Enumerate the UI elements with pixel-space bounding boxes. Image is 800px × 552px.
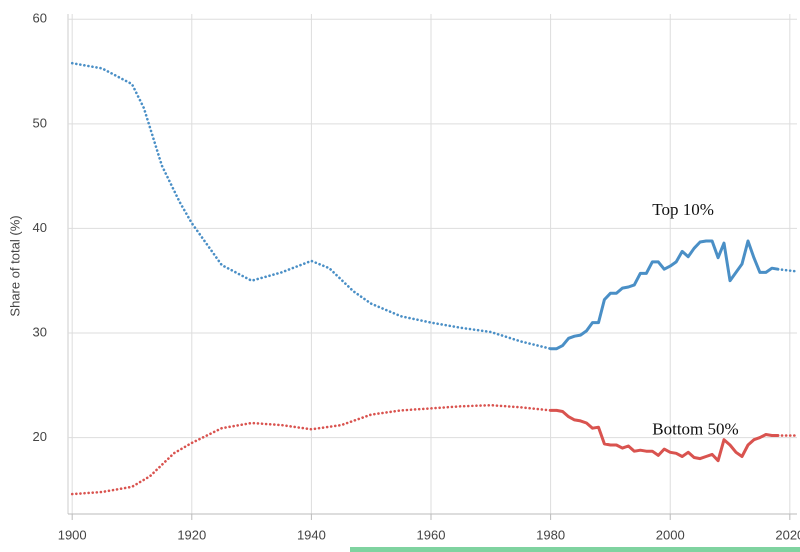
y-tick-label: 50 xyxy=(33,115,47,130)
x-tick-label: 1960 xyxy=(417,527,446,542)
x-tick-label: 1980 xyxy=(536,527,565,542)
y-tick-label: 30 xyxy=(33,324,47,339)
series-line xyxy=(549,408,780,463)
x-tick-label: 1940 xyxy=(297,527,326,542)
x-tick-label: 2020 xyxy=(775,527,800,542)
range-slider[interactable] xyxy=(350,547,800,552)
x-tick-label: 2000 xyxy=(656,527,685,542)
y-tick-label: 60 xyxy=(33,11,47,26)
series-line xyxy=(70,403,798,496)
y-axis-label: Share of total (%) xyxy=(7,215,22,316)
y-tick-label: 40 xyxy=(33,220,47,235)
series-line xyxy=(70,61,798,350)
series-annotation: Top 10% xyxy=(652,200,714,219)
series-line xyxy=(549,239,780,351)
series-annotation: Bottom 50% xyxy=(652,419,738,438)
x-tick-label: 1900 xyxy=(58,527,87,542)
x-tick-label: 1920 xyxy=(177,527,206,542)
y-tick-label: 20 xyxy=(33,429,47,444)
